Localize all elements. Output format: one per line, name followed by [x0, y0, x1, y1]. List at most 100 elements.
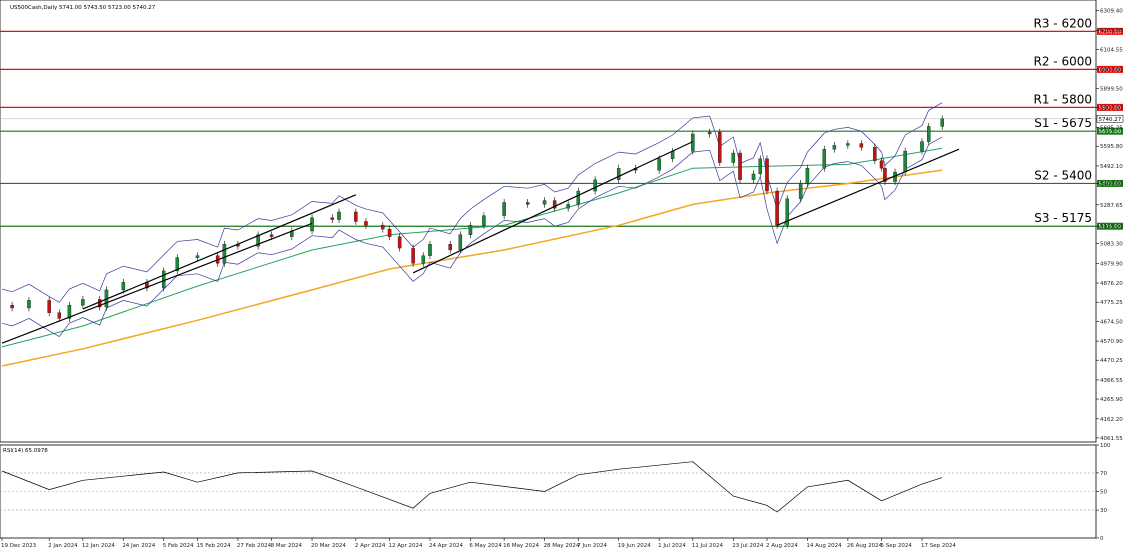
date-tick-label: 1 Jul 2024: [658, 543, 686, 549]
candle-up: [576, 190, 581, 205]
price-tick-label: 5492.10: [1100, 164, 1123, 170]
candle-up: [920, 141, 924, 152]
candle-up: [832, 145, 837, 150]
date-tick-label: 5 Sep 2024: [881, 543, 913, 549]
candle-down: [879, 160, 884, 169]
candle-up: [337, 211, 341, 220]
price-tick-label: 5400.00: [1100, 181, 1123, 187]
candle-up: [707, 131, 712, 135]
date-tick-label: 8 Mar 2024: [271, 543, 303, 549]
candle-up: [616, 168, 621, 180]
trendline-may-july: [412, 141, 694, 274]
date-tick-label: 19 Jun 2024: [618, 543, 652, 549]
price-tick-label: 4470.25: [1100, 358, 1123, 364]
level-price-tag-text: 6200.00: [1099, 29, 1122, 35]
rsi-tick-label: 100: [1100, 443, 1111, 449]
trendline-channel-upper: [82, 194, 357, 310]
price-tick-label: 5595.80: [1100, 144, 1123, 150]
level-price-tag: [1097, 103, 1123, 111]
candle-up: [195, 255, 200, 258]
last-price-tag: [1096, 115, 1124, 123]
candle-up: [805, 168, 810, 184]
level-price-tag-text: 6000.00: [1099, 67, 1122, 73]
level-label: S2 - 5400: [1034, 168, 1092, 182]
date-tick-label: 6 May 2024: [469, 543, 502, 549]
date-tick-label: 16 May 2024: [503, 543, 539, 549]
date-tick-label: 12 Apr 2024: [389, 543, 424, 549]
candle-down: [411, 247, 415, 264]
level-label: R2 - 6000: [1034, 54, 1092, 68]
candle-down: [57, 312, 62, 319]
candle-up: [121, 282, 126, 291]
trendline-channel-lower: [1, 222, 313, 344]
level-price-tag-text: 5675.00: [1099, 129, 1122, 135]
candle-down: [552, 200, 557, 209]
candle-up: [27, 300, 31, 309]
candle-up: [458, 234, 463, 251]
price-tick-label: 6309.40: [1100, 9, 1123, 15]
price-tick-label: 5800.00: [1100, 105, 1123, 111]
level-price-tag: [1097, 222, 1123, 230]
date-tick-label: 2 Apr 2024: [355, 543, 386, 549]
level-label: R1 - 5800: [1034, 92, 1092, 106]
price-tick-label: 4570.90: [1100, 339, 1123, 345]
candle-up: [81, 299, 85, 306]
candle-down: [718, 131, 722, 163]
candle-up: [926, 126, 931, 142]
candle-down: [397, 236, 402, 249]
date-tick-label: 2 Aug 2024: [766, 543, 798, 549]
candle-up: [785, 198, 789, 226]
rsi-tick-label: 50: [1100, 490, 1107, 496]
candle-down: [765, 158, 769, 192]
price-tick-label: 4265.90: [1100, 397, 1123, 403]
date-tick-label: 19 Dec 2023: [1, 543, 37, 549]
price-tick-label: 4674.50: [1100, 319, 1123, 325]
price-tick-label: 5695.25: [1100, 125, 1123, 131]
candle-down: [873, 147, 877, 161]
last-price-tag-text: 5740.27: [1099, 117, 1122, 123]
level-label: S3 - 5175: [1034, 211, 1092, 225]
date-tick-label: 5 Feb 2024: [163, 543, 194, 549]
price-tick-label: 6205.90: [1100, 28, 1123, 34]
rsi-tick-label: 30: [1100, 508, 1107, 514]
chart-header: US500Cash,Daily 5741.00 5743.50 5723.00 …: [10, 5, 156, 11]
date-tick-label: 26 Aug 2024: [847, 543, 883, 549]
band-upper-line: [1, 102, 943, 303]
ma-slow-line: [1, 169, 943, 367]
candle-down: [364, 221, 368, 226]
candle-up: [566, 204, 570, 209]
band-lower-line: [1, 136, 943, 337]
price-tick-label: 4061.55: [1100, 436, 1123, 442]
level-price-tag: [1097, 65, 1123, 73]
candle-down: [330, 217, 335, 220]
rsi-tick-label: 0: [1100, 536, 1104, 542]
candle-up: [822, 149, 827, 169]
price-tick-label: 4162.20: [1100, 417, 1123, 423]
price-tick-label: 5083.30: [1100, 242, 1123, 248]
level-label: S1 - 5675: [1034, 116, 1092, 130]
date-tick-label: 7 Jun 2024: [577, 543, 607, 549]
candle-down: [525, 202, 530, 205]
candle-down: [738, 152, 742, 180]
candle-up: [657, 158, 661, 171]
candle-up: [256, 234, 260, 247]
candle-down: [387, 228, 392, 237]
date-tick-label: 23 Jul 2024: [732, 543, 764, 549]
candle-up: [222, 244, 227, 264]
price-tick-label: 4876.20: [1100, 281, 1123, 287]
date-tick-label: 24 Jan 2024: [122, 543, 155, 549]
date-tick-label: 2 Jan 2024: [48, 543, 78, 549]
candle-down: [448, 244, 452, 251]
candle-up: [67, 304, 72, 319]
candle-down: [354, 211, 358, 222]
price-tick-label: 4366.55: [1100, 378, 1123, 384]
candle-down: [47, 300, 51, 313]
candle-up: [846, 143, 850, 146]
date-tick-label: 17 Sep 2024: [921, 543, 956, 549]
candle-down: [10, 304, 14, 309]
date-tick-label: 14 Aug 2024: [806, 543, 842, 549]
level-label: R3 - 6200: [1034, 16, 1092, 30]
candle-up: [482, 215, 486, 226]
rsi-tick-label: 70: [1100, 471, 1107, 477]
candle-up: [731, 152, 736, 163]
